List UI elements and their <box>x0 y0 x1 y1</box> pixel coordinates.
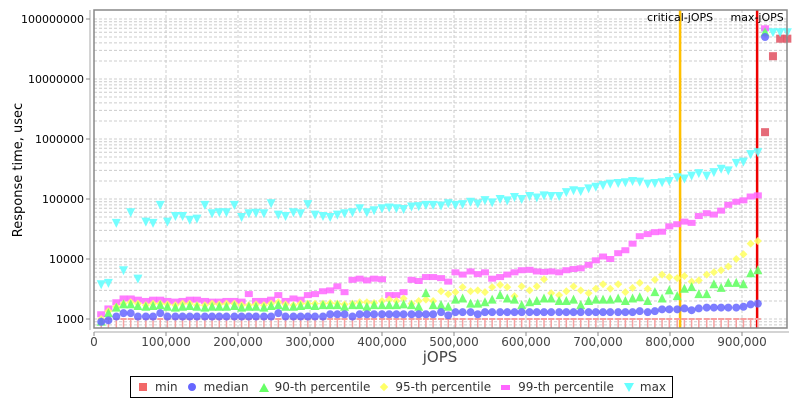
legend-item-min: min <box>137 380 178 394</box>
legend-item-90th: 90-th percentile <box>257 380 371 394</box>
diamond-icon <box>380 382 389 392</box>
svg-text:600,000: 600,000 <box>501 335 551 349</box>
triangle-down-icon <box>623 382 634 392</box>
svg-text:1000000: 1000000 <box>35 133 84 146</box>
legend-item-95th: 95-th percentile <box>378 380 491 394</box>
svg-text:critical-jOPS: critical-jOPS <box>647 11 713 24</box>
svg-text:10000000: 10000000 <box>28 73 84 86</box>
x-axis-ticks: 0 100,000 200,000 300,000 400,000 500,000 600,… <box>90 331 789 349</box>
annotation-lines: critical-jOPS max-jOPS <box>647 10 784 328</box>
triangle-up-icon <box>258 382 269 392</box>
svg-text:1000: 1000 <box>56 313 84 326</box>
y-axis-ticks: 1000 10000 100000 1000000 10000000 100000000 <box>21 10 91 330</box>
svg-text:300,000: 300,000 <box>285 335 335 349</box>
legend-item-99th: 99-th percentile <box>499 380 614 394</box>
legend-label: min <box>155 380 178 394</box>
circle-icon <box>187 383 196 391</box>
legend-label: 90-th percentile <box>274 380 371 394</box>
svg-text:100000: 100000 <box>42 193 84 206</box>
svg-text:800,000: 800,000 <box>645 335 695 349</box>
svg-text:400,000: 400,000 <box>357 335 407 349</box>
legend-label: 99-th percentile <box>518 380 614 394</box>
x-axis-label: jOPS <box>422 348 458 366</box>
svg-text:900,000: 900,000 <box>717 335 767 349</box>
svg-text:500,000: 500,000 <box>429 335 479 349</box>
svg-text:100000000: 100000000 <box>21 13 84 26</box>
svg-text:0: 0 <box>90 335 98 349</box>
legend-item-max: max <box>622 380 666 394</box>
legend-label: 95-th percentile <box>395 380 492 394</box>
svg-text:max-jOPS: max-jOPS <box>730 11 783 24</box>
svg-text:200,000: 200,000 <box>213 335 263 349</box>
square-icon <box>139 383 147 391</box>
rect-icon <box>501 384 511 390</box>
y-axis-label: Response time, usec <box>11 103 26 237</box>
svg-text:100,000: 100,000 <box>141 335 191 349</box>
plot-area-border <box>93 9 788 329</box>
legend-label: max <box>639 380 667 394</box>
legend-label: median <box>203 380 249 394</box>
legend-item-median: median <box>186 380 249 394</box>
svg-text:700,000: 700,000 <box>573 335 623 349</box>
chart-legend: min median 90-th percentile 95-th percen… <box>130 376 674 398</box>
svg-text:10000: 10000 <box>49 253 84 266</box>
